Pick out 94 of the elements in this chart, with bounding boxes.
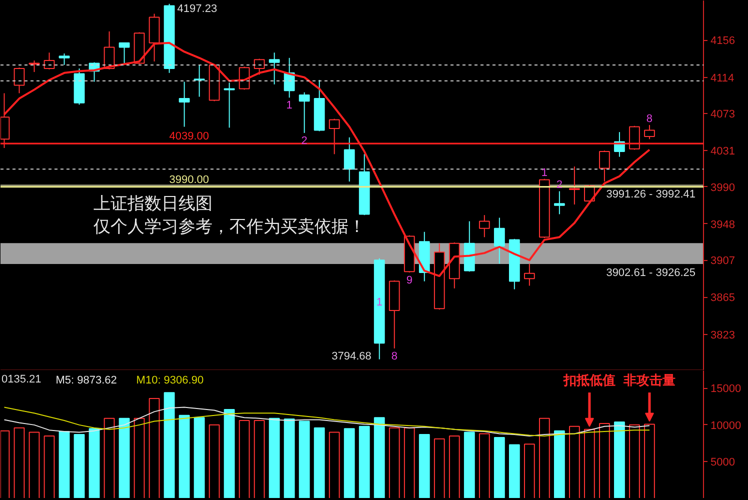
bar [478, 433, 490, 498]
candlestick [644, 124, 655, 140]
candlestick [118, 42, 130, 64]
annotation: 0135.21 [2, 374, 42, 386]
data-label: 非攻击量 [622, 374, 676, 388]
bar [569, 426, 580, 498]
bar [328, 432, 340, 498]
candlestick [28, 60, 40, 73]
y-tick-label: 15000 [710, 383, 742, 396]
bar [374, 417, 385, 498]
candlestick [268, 52, 280, 85]
y-tick-label: 4114 [710, 72, 734, 84]
text: 1 [376, 296, 382, 309]
bar [254, 420, 265, 498]
bar [178, 414, 190, 498]
candlestick [178, 81, 190, 128]
candlestick [569, 166, 580, 205]
bar [58, 431, 70, 498]
candlestick [494, 217, 505, 264]
text: 仅个人学习参考，不作为买卖依据！ [94, 217, 366, 237]
bar [629, 424, 640, 498]
bar [44, 435, 55, 498]
text: 8 [391, 350, 398, 362]
band-label: 3991.26 - 3992.41 [606, 188, 696, 201]
candlestick [344, 136, 355, 182]
text: 1 [541, 166, 548, 179]
bar [88, 428, 100, 498]
text: 1 [286, 100, 292, 112]
bar [524, 444, 535, 498]
bar [194, 417, 205, 498]
bar [148, 398, 160, 498]
text: 2 [556, 179, 563, 192]
y-tick-label: 3948 [710, 218, 735, 231]
annotation: 4197.23 [177, 2, 218, 15]
bar [284, 418, 295, 498]
bar [434, 438, 445, 498]
band-label: 3902.61 - 3926.25 [606, 266, 696, 279]
y-tick-label: 3823 [710, 329, 735, 342]
bar [164, 392, 175, 498]
y-tick-label: 4156 [710, 35, 735, 48]
bar [448, 435, 460, 498]
y-tick-label: 3990 [710, 182, 735, 194]
ref-line-label: 4039.00 [169, 130, 209, 143]
y-tick-label: 4031 [710, 146, 735, 158]
candlestick [194, 64, 205, 98]
text: 9 [406, 274, 412, 286]
bar [614, 421, 625, 498]
candlestick [599, 150, 610, 182]
y-tick-label: 5000 [710, 456, 735, 469]
bar [14, 427, 25, 498]
bar [358, 426, 370, 498]
text: 8 [646, 113, 653, 126]
bar [388, 427, 400, 498]
candlestick [328, 118, 340, 155]
text: M10: 9306.90 [136, 374, 204, 386]
bar [134, 418, 145, 498]
data-label: 扣抵低值 [562, 374, 616, 388]
bar [644, 424, 655, 498]
candlestick [14, 67, 25, 94]
text: 上证指数日线图 [94, 194, 212, 214]
bar [584, 428, 595, 498]
bar [298, 420, 310, 498]
y-tick-label: 4073 [710, 108, 735, 121]
text: M5: 9873.62 [56, 374, 117, 386]
bar [464, 432, 475, 498]
candlestick [554, 190, 565, 215]
candlestick [478, 214, 490, 238]
bar [508, 444, 520, 498]
bar [238, 420, 250, 498]
bar [118, 418, 130, 498]
ref-line-label: 3990.00 [169, 174, 209, 186]
candlestick [58, 52, 70, 66]
bar [599, 422, 610, 498]
bar [554, 430, 565, 498]
bar [314, 427, 325, 498]
annotation: 3794.68 [332, 350, 372, 362]
bar [74, 434, 85, 498]
bar [224, 408, 235, 498]
bar [104, 418, 115, 498]
y-tick-label: 3907 [710, 255, 735, 268]
y-tick-label: 3865 [710, 292, 735, 304]
candlestick [298, 92, 310, 134]
y-tick-label: 10000 [710, 420, 742, 432]
bar [344, 428, 355, 498]
bar [404, 427, 415, 498]
bar [208, 424, 220, 498]
bar [538, 418, 550, 498]
candlestick [524, 263, 535, 286]
bar [494, 436, 505, 498]
bar [28, 432, 40, 498]
candlestick [44, 52, 55, 70]
bar [418, 434, 430, 498]
bar [268, 418, 280, 498]
line-series [4, 406, 650, 436]
